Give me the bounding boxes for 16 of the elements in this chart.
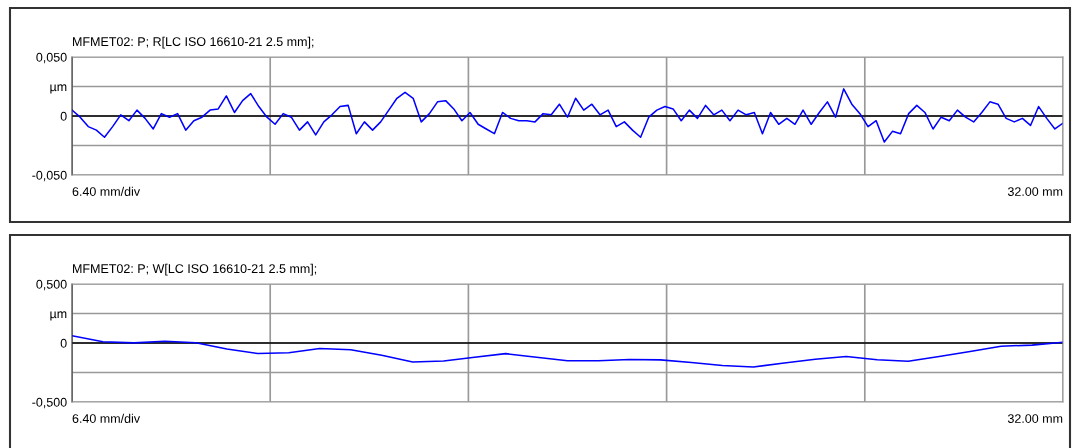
line-series <box>72 335 1063 368</box>
y-tick-label: 0,500 <box>36 279 67 291</box>
text: 32.00 mm <box>1007 187 1063 196</box>
line-series <box>72 88 1063 143</box>
y-tick-label: 0 <box>60 338 67 348</box>
y-tick-label: -0,050 <box>32 170 67 182</box>
y-tick-label: 0 <box>60 111 67 121</box>
text: 6.40 mm/div <box>72 186 141 196</box>
text: 32.00 mm <box>1007 414 1063 423</box>
chart-title: MFMET02: P; R[LC ISO 16610-21 2.5 mm]; <box>73 36 314 49</box>
text: 6.40 mm/div <box>72 413 141 423</box>
y-tick-label: 0,050 <box>36 52 67 64</box>
chart-title: MFMET02: P; W[LC ISO 16610-21 2.5 mm]; <box>73 263 317 276</box>
y-tick-label: µm <box>50 84 67 94</box>
y-tick-label: -0,500 <box>32 397 67 409</box>
y-tick-label: µm <box>50 311 67 321</box>
